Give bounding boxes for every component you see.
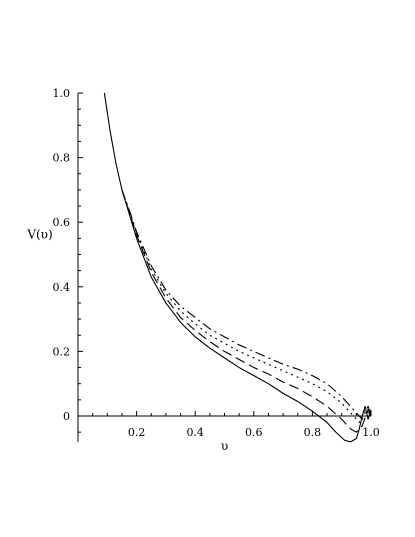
y-tick-label: 0: [63, 410, 70, 423]
y-tick-label: 0.4: [53, 281, 71, 294]
series-line-dashdot: [121, 189, 372, 420]
ticks: 0 0.2 0.4 0.6 0.8 1.0 0.2 0.4 0.6 0.8 1.0: [53, 87, 380, 439]
y-axis-label: V(υ): [26, 227, 52, 241]
axes: [77, 93, 371, 442]
x-tick-label: 0.4: [186, 426, 204, 439]
y-tick-label: 0.2: [53, 345, 71, 358]
series-layer: [103, 92, 372, 443]
y-tick-label: 1.0: [53, 87, 71, 100]
x-tick-label: 1.0: [362, 426, 380, 439]
series-line-longdash: [121, 189, 372, 433]
x-tick-label: 0.6: [245, 426, 263, 439]
x-axis-label: υ: [221, 439, 228, 453]
x-tick-label: 0.2: [128, 426, 146, 439]
series-line-dotted: [121, 189, 372, 424]
series-line-solid: [103, 92, 372, 443]
y-tick-label: 0.6: [53, 216, 71, 229]
x-tick-label: 0.8: [304, 426, 322, 439]
y-tick-label: 0.8: [53, 152, 71, 165]
